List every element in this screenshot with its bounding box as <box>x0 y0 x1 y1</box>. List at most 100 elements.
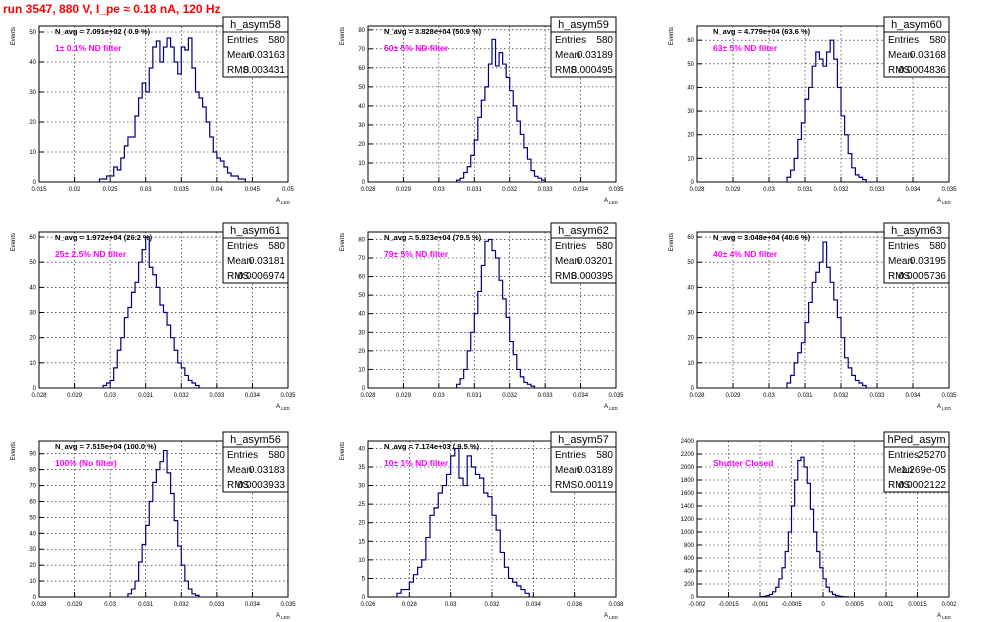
stats-key: RMS <box>888 480 911 491</box>
filter-annotation: 50± 5% ND filter <box>384 43 449 53</box>
stats-box <box>883 431 950 493</box>
x-tick-label: 0.032 <box>833 187 849 193</box>
y-tick-label: 0 <box>691 386 695 392</box>
y-tick-label: 60 <box>358 66 365 72</box>
x-tick-label: 0.0005 <box>845 602 864 608</box>
stats-key: RMS <box>227 480 250 491</box>
stats-key: Entries <box>888 450 919 461</box>
x-tick-label: 0.033 <box>209 393 225 399</box>
stats-box <box>550 222 617 284</box>
y-tick-label: 40 <box>358 104 365 110</box>
navg-label: N_avg = 4.779e+04 (63.6 %) <box>713 27 811 36</box>
x-tick-label: 0.03 <box>763 187 775 193</box>
x-tick-label: 0.031 <box>467 393 483 399</box>
stats-value: 580 <box>929 241 946 252</box>
stats-value: 0.0003933 <box>238 480 286 491</box>
stats-key: Mean <box>227 50 252 61</box>
histogram-line <box>455 38 546 182</box>
y-tick-label: 40 <box>358 312 365 318</box>
x-tick-label: 0.028 <box>31 393 47 399</box>
stats-title: h_asym57 <box>558 434 609 446</box>
run-title: run 3547, 880 V, I_pe ≈ 0.18 nA, 120 Hz <box>3 2 221 16</box>
y-tick-label: 600 <box>684 556 695 562</box>
y-tick-label: 80 <box>358 28 365 34</box>
histogram-line <box>127 449 200 597</box>
x-tick-label: 0.034 <box>245 602 261 608</box>
y-tick-label: 60 <box>687 235 694 241</box>
filter-annotation: 63± 5% ND filter <box>713 43 778 53</box>
stats-key: Mean <box>555 465 580 476</box>
stats-title: h_asym61 <box>230 225 281 237</box>
stats-title: h_asym59 <box>558 19 609 31</box>
x-tick-label: 0.029 <box>396 393 412 399</box>
x-tick-label: 0.029 <box>725 187 741 193</box>
y-tick-label: 50 <box>29 30 36 36</box>
y-tick-label: 30 <box>358 330 365 336</box>
filter-annotation: 10± 1% ND filter <box>384 458 449 468</box>
stats-box <box>222 431 289 493</box>
stats-key: RMS <box>888 271 911 282</box>
x-tick-label: 0.031 <box>797 393 813 399</box>
stats-box <box>222 16 289 78</box>
histogram-line <box>786 39 867 182</box>
x-tick-label: 0.035 <box>280 393 296 399</box>
x-tick-label: 0.032 <box>502 187 518 193</box>
x-tick-label: 0.036 <box>567 602 583 608</box>
x-tick-label: 0.034 <box>573 187 589 193</box>
y-tick-label: 2400 <box>681 439 695 445</box>
histogram-panel-h_asym63: 0.028 0.029 0.03 0.031 0.032 0.033 0.034 0.035 0… <box>669 222 957 411</box>
x-axis-label: ALED <box>937 613 952 620</box>
stats-value: 0.03201 <box>577 256 614 267</box>
plot-frame <box>38 231 289 389</box>
stats-value: 0.000395 <box>571 271 613 282</box>
stats-value: 580 <box>596 450 613 461</box>
y-tick-label: 50 <box>358 293 365 299</box>
histogram-panel-h_asym56: 0.028 0.029 0.03 0.031 0.032 0.033 0.034 0.035 0… <box>11 431 296 620</box>
x-tick-label: 0.034 <box>905 393 921 399</box>
stats-key: Mean <box>888 50 913 61</box>
y-tick-label: 40 <box>29 531 36 537</box>
x-tick-label: -0.0015 <box>718 602 739 608</box>
y-tick-label: 40 <box>29 60 36 66</box>
y-tick-label: 0 <box>691 180 695 186</box>
histogram-line <box>396 447 530 597</box>
x-tick-label: 0.05 <box>282 187 294 193</box>
stats-key: Entries <box>227 450 258 461</box>
stats-box <box>883 16 950 78</box>
stats-value: 0.03181 <box>249 256 286 267</box>
x-tick-label: 0.033 <box>209 602 225 608</box>
x-tick-label: 0.035 <box>941 393 957 399</box>
histogram-panel-h_asym58: 0.015 0.02 0.025 0.03 0.035 0.04 0.045 0.05 0 10 2… <box>11 16 294 205</box>
stats-value: 0.0004836 <box>899 65 947 76</box>
stats-key: RMS <box>227 271 250 282</box>
y-tick-label: 60 <box>29 499 36 505</box>
plot-frame <box>38 440 289 598</box>
x-tick-label: 0.033 <box>869 187 885 193</box>
x-tick-label: 0.028 <box>689 187 705 193</box>
y-axis-label: Events <box>340 442 346 460</box>
stats-value: 580 <box>268 450 285 461</box>
filter-annotation: Shutter Closed <box>713 458 773 468</box>
x-tick-label: 0.029 <box>396 187 412 193</box>
y-tick-label: 40 <box>358 446 365 452</box>
x-tick-label: 0.03 <box>104 602 116 608</box>
histogram-panel-h_asym61: 0.028 0.029 0.03 0.031 0.032 0.033 0.034 0.035 0… <box>11 222 296 411</box>
x-tick-label: 0.029 <box>67 602 83 608</box>
x-tick-label: 0.035 <box>608 393 624 399</box>
x-tick-label: 0.04 <box>211 187 223 193</box>
stats-title: h_asym58 <box>230 19 281 31</box>
x-tick-label: 0.032 <box>502 393 518 399</box>
stats-value: 0.03183 <box>249 465 286 476</box>
x-tick-label: 0.045 <box>245 187 261 193</box>
x-tick-label: 0.035 <box>941 187 957 193</box>
histogram-line <box>98 37 246 182</box>
stats-key: Entries <box>555 35 586 46</box>
x-tick-label: 0.028 <box>402 602 418 608</box>
stats-value: 0.0002122 <box>899 480 947 491</box>
x-tick-label: 0.035 <box>280 602 296 608</box>
y-tick-label: 30 <box>29 90 36 96</box>
stats-key: Mean <box>227 465 252 476</box>
y-tick-label: 30 <box>29 311 36 317</box>
histogram-panel-h_asym59: 0.028 0.029 0.03 0.031 0.032 0.033 0.034 0.035 0… <box>340 16 624 205</box>
y-tick-label: 10 <box>358 161 365 167</box>
